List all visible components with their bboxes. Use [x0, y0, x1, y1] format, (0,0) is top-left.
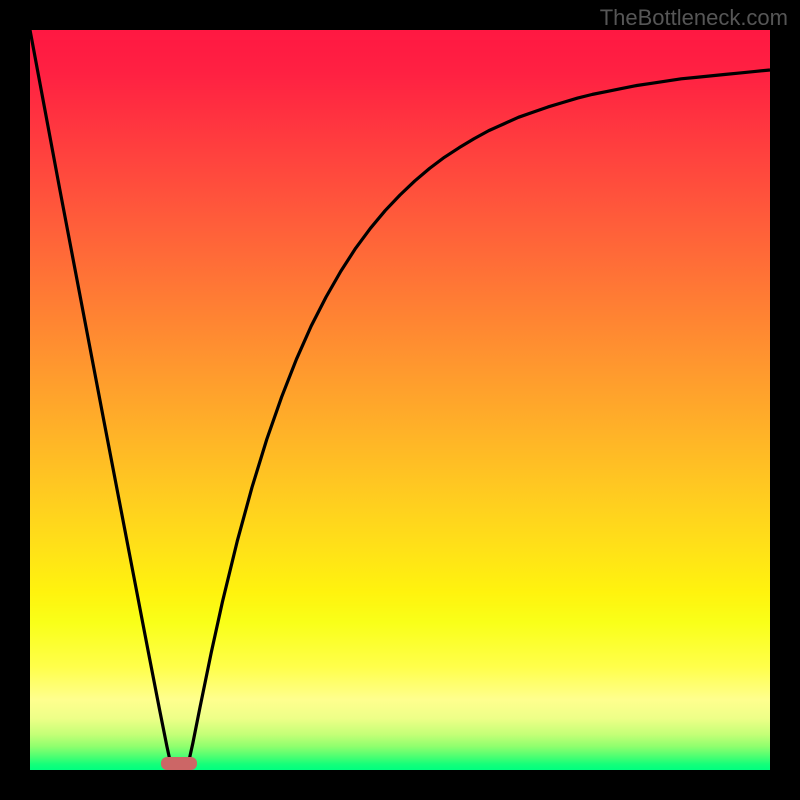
chart-svg	[30, 30, 770, 770]
optimal-marker	[161, 757, 197, 770]
attribution-text: TheBottleneck.com	[600, 5, 788, 31]
chart-background	[30, 30, 770, 770]
bottleneck-chart	[30, 30, 770, 770]
